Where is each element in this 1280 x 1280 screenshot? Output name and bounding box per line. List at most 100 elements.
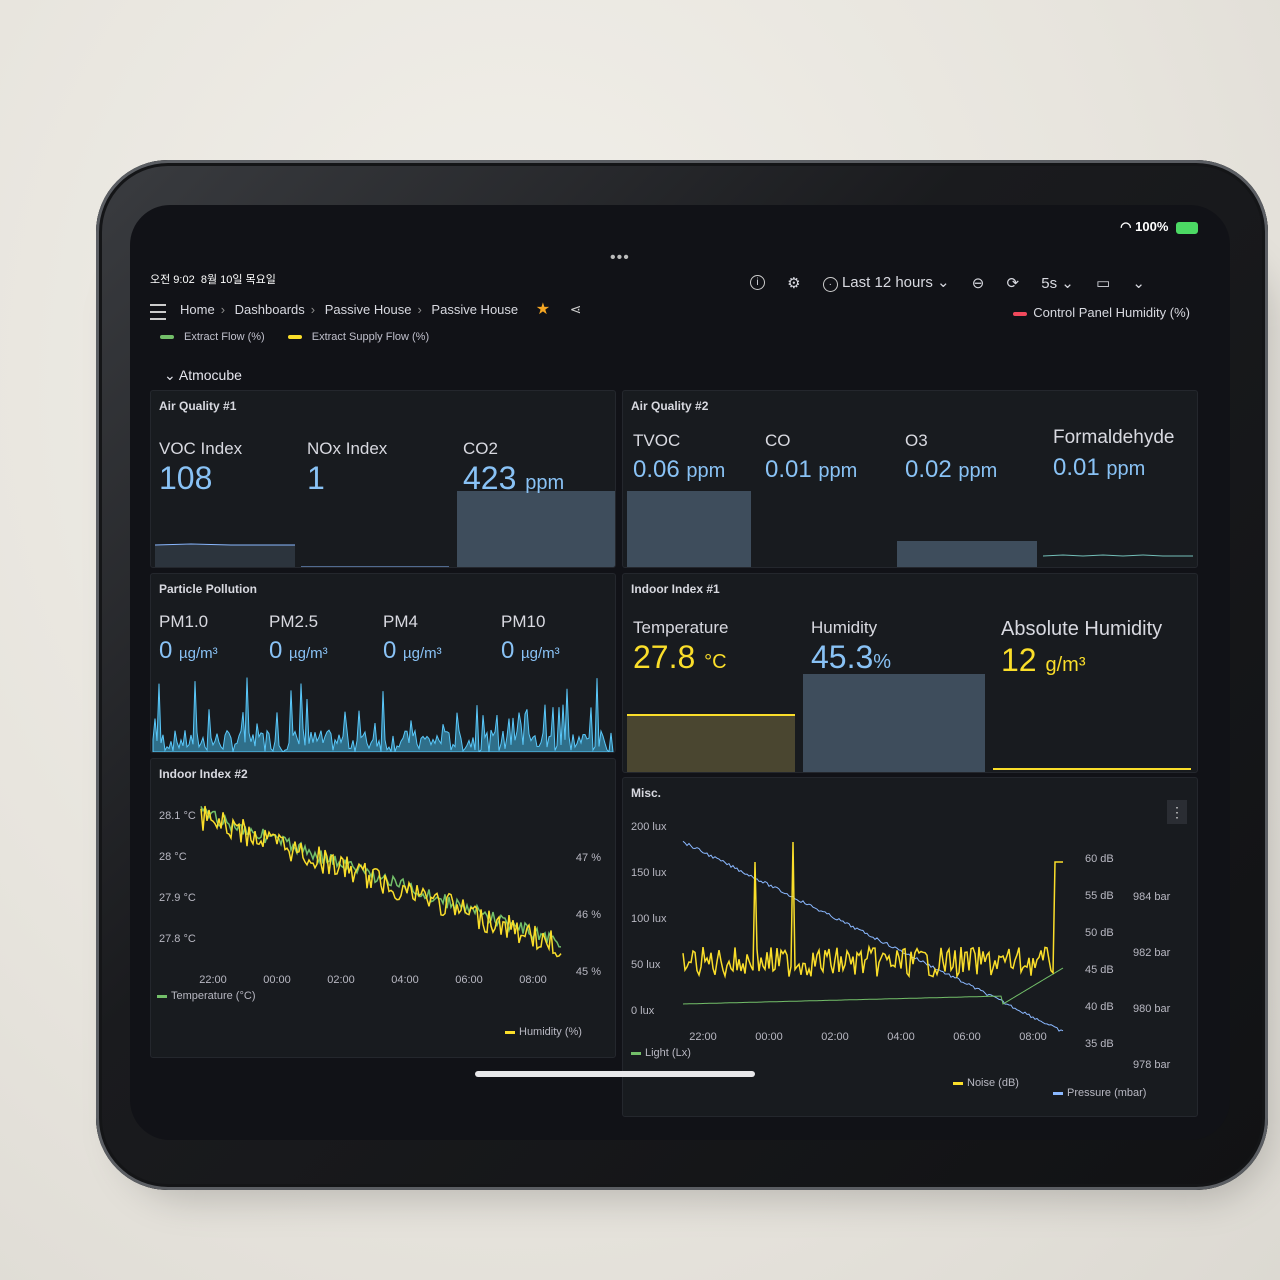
y-tick-label-temp: 28 °C (159, 851, 187, 863)
y-tick-label-db: 40 dB (1085, 1001, 1114, 1013)
breadcrumb-dashboard: Passive House (431, 302, 519, 317)
stat-value: 108 (159, 460, 213, 496)
wifi-icon: ◠ (1120, 219, 1132, 234)
y-tick-label-bar: 978 bar (1133, 1059, 1171, 1071)
panel-title: Indoor Index #1 (631, 582, 720, 596)
y-tick-label-db: 50 dB (1085, 927, 1114, 939)
legend-row: Extract Flow (%) Extract Supply Flow (%) (160, 331, 449, 343)
stat-o3: O3 0.02 ppm (905, 431, 997, 490)
panel-title: Particle Pollution (159, 582, 258, 596)
stat-value: 0.01 ppm (765, 456, 858, 483)
stat-pm1: PM1.0 0 µg/m³ (159, 612, 218, 673)
legend-swatch-noise (953, 1082, 963, 1085)
y-tick-label-bar: 982 bar (1133, 947, 1171, 959)
battery-status: ◠ 100% (1120, 219, 1198, 235)
light-series-line (682, 967, 1064, 1005)
legend-swatch-light (631, 1052, 641, 1055)
stat-value: 0 µg/m³ (501, 637, 560, 664)
y-tick-label-humidity: 47 % (576, 852, 601, 864)
pressure-series-line (682, 840, 1064, 1032)
share-icon[interactable]: ⋖ (569, 301, 582, 317)
x-tick-label: 08:00 (519, 974, 547, 986)
y-tick-label-temp: 27.9 °C (159, 892, 196, 904)
stat-humidity: Humidity 45.3% (811, 618, 891, 681)
panel-title: Indoor Index #2 (159, 767, 248, 781)
y-tick-label-db: 45 dB (1085, 964, 1114, 976)
y-tick-label-lux: 200 lux (631, 821, 667, 833)
panel-air-quality-1: Air Quality #1 VOC Index 108 NOx Index 1… (150, 390, 616, 568)
stat-absolute-humidity: Absolute Humidity 12 g/m³ (1001, 618, 1191, 684)
y-tick-label-lux: 150 lux (631, 867, 667, 879)
x-tick-label: 02:00 (327, 974, 355, 986)
menu-icon[interactable] (150, 304, 166, 320)
stat-formaldehyde: Formaldehyde 0.01 ppm (1053, 427, 1174, 488)
stat-pm4: PM4 0 µg/m³ (383, 612, 442, 673)
stat-value: 12 g/m³ (1001, 642, 1086, 678)
stat-nox: NOx Index 1 (307, 439, 388, 496)
stat-value: 0 µg/m³ (269, 637, 328, 664)
panel-menu-icon[interactable]: ⋮ (1167, 800, 1187, 824)
legend-swatch-temperature (157, 995, 167, 998)
y-tick-label-bar: 984 bar (1133, 891, 1171, 903)
tablet-screen: 오전 9:02 8월 10일 목요일 ◠ 100% ••• Home › Dash… (130, 205, 1230, 1140)
o3-sparkline (897, 541, 1037, 567)
home-indicator[interactable] (475, 1071, 755, 1077)
misc-chart: 200 lux 150 lux 100 lux 50 lux 0 lux 60 dB 55 … (631, 821, 1171, 1099)
status-date: 8월 10일 목요일 (200, 274, 276, 286)
legend-noise: Noise (dB) (967, 1077, 1019, 1089)
x-tick-label: 06:00 (455, 974, 483, 986)
x-tick-label: 02:00 (821, 1031, 849, 1043)
legend-control-panel-humidity[interactable]: Control Panel Humidity (%) (1013, 305, 1190, 320)
legend-extract-supply-flow[interactable]: Extract Supply Flow (%) (287, 331, 439, 343)
stat-value: 0.06 ppm (633, 456, 726, 483)
particle-sparklines (152, 677, 614, 752)
legend-swatch-pressure (1053, 1092, 1063, 1095)
breadcrumb-dashboards[interactable]: Dashboards (234, 302, 305, 317)
x-tick-label: 00:00 (755, 1031, 783, 1043)
x-tick-label: 04:00 (391, 974, 419, 986)
stat-value: 0.01 ppm (1053, 454, 1146, 481)
tv-mode-icon[interactable]: ▭ (1096, 274, 1111, 292)
stat-pm10: PM10 0 µg/m³ (501, 612, 560, 673)
row-collapse-atmocube[interactable]: ⌄ Atmocube (164, 367, 242, 383)
time-range-picker[interactable]: · Last 12 hours ⌄ (822, 273, 950, 292)
formaldehyde-sparkline (1043, 554, 1193, 557)
chevron-down-icon[interactable]: ⌄ (1132, 274, 1145, 292)
multitask-dots-icon[interactable]: ••• (610, 249, 630, 266)
breadcrumb: Home › Dashboards › Passive House › Passive… (180, 301, 582, 318)
humidity-sparkline (803, 674, 985, 772)
stat-pm25: PM2.5 0 µg/m³ (269, 612, 328, 673)
legend-light: Light (Lx) (645, 1047, 691, 1059)
panel-title: Air Quality #1 (159, 399, 237, 413)
stat-value: 1 (307, 460, 325, 496)
y-tick-label-humidity: 45 % (576, 966, 601, 978)
info-icon[interactable]: i (750, 275, 765, 290)
x-tick-label: 08:00 (1019, 1031, 1047, 1043)
star-icon[interactable]: ★ (535, 301, 551, 318)
status-bar: 오전 9:02 8월 10일 목요일 ◠ 100% (130, 205, 1230, 286)
x-tick-label: 22:00 (199, 974, 227, 986)
x-tick-label: 06:00 (953, 1031, 981, 1043)
battery-label: 100% (1135, 219, 1169, 234)
panel-particle-pollution: Particle Pollution PM1.0 0 µg/m³ PM2.5 0… (150, 573, 616, 753)
legend-swatch-humidity (505, 1031, 515, 1034)
refresh-icon[interactable]: ⟳ (1006, 274, 1020, 292)
stat-value: 0 µg/m³ (383, 637, 442, 664)
stat-value: 45.3% (811, 639, 892, 675)
temperature-sparkline (627, 714, 795, 772)
settings-icon[interactable]: ⚙ (787, 274, 801, 292)
legend-extract-flow[interactable]: Extract Flow (%) (160, 331, 275, 343)
tvoc-sparkline (627, 491, 751, 567)
breadcrumb-home[interactable]: Home (180, 302, 215, 317)
zoom-out-icon[interactable]: ⊖ (971, 274, 985, 292)
y-tick-label-db: 60 dB (1085, 853, 1114, 865)
breadcrumb-folder[interactable]: Passive House (324, 302, 412, 317)
temperature-spark-line (627, 714, 795, 716)
stat-co: CO 0.01 ppm (765, 431, 857, 490)
particle-spark-area (152, 677, 614, 752)
stat-value: 27.8 °C (633, 639, 727, 675)
y-tick-label-bar: 980 bar (1133, 1003, 1171, 1015)
y-tick-label-db: 35 dB (1085, 1038, 1114, 1050)
refresh-interval[interactable]: 5s ⌄ (1041, 274, 1074, 292)
stat-value: 0 µg/m³ (159, 637, 218, 664)
